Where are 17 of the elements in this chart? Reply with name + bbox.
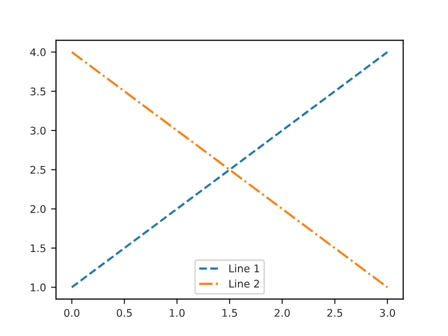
line-series	[70, 51, 388, 288]
x-tick-label: 3.0	[380, 308, 396, 317]
legend-label: Line 2	[229, 280, 259, 288]
y-tick-label: 2.5	[30, 166, 46, 174]
y-tick-label: 4.0	[30, 48, 46, 56]
y-tick-label: 3.5	[30, 88, 46, 96]
x-tick-label: 1.5	[222, 309, 237, 317]
x-tick-label: 2.5	[327, 308, 342, 317]
y-tick-label: 3.0	[30, 126, 46, 135]
y-tick-label: 1.0	[30, 284, 46, 292]
x-tick-label: 2.0	[274, 308, 290, 317]
y-tick-label: 2.0	[30, 205, 46, 213]
x-tick-label: 0.0	[64, 308, 80, 317]
y-tick-label: 1.5	[30, 244, 46, 252]
legend-label: Line 1	[229, 264, 260, 272]
x-tick-label: 1.0	[170, 308, 185, 317]
x-tick-label: 0.5	[116, 308, 132, 317]
